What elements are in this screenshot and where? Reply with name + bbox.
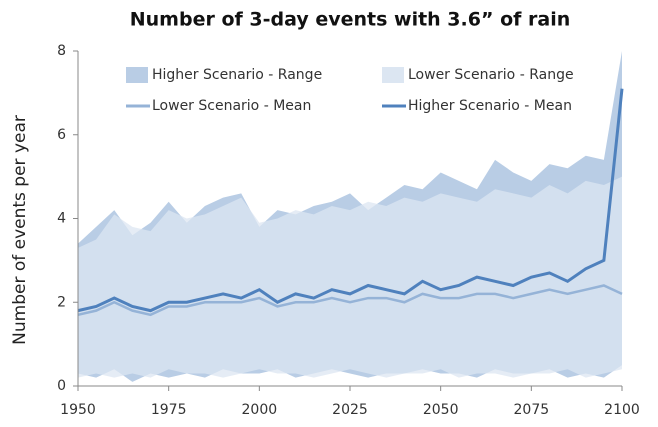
y-axis-label: Number of events per year xyxy=(10,115,30,345)
x-tick-label: 2025 xyxy=(332,402,368,418)
x-tick-label: 2100 xyxy=(604,402,640,418)
legend-label: Lower Scenario - Mean xyxy=(152,98,311,114)
legend-swatch xyxy=(382,67,404,83)
legend-label: Lower Scenario - Range xyxy=(408,67,574,83)
mean-line xyxy=(77,284,623,317)
y-tick-label: 6 xyxy=(57,127,66,143)
y-tick-label: 4 xyxy=(57,211,66,227)
legend-label: Higher Scenario - Mean xyxy=(408,98,572,114)
y-tick-label: 0 xyxy=(57,378,66,394)
y-tick-label: 8 xyxy=(57,43,66,59)
x-tick-label: 1950 xyxy=(60,402,96,418)
x-tick-label: 2000 xyxy=(242,402,278,418)
x-tick-label: 2075 xyxy=(514,402,550,418)
chart-title: Number of 3-day events with 3.6” of rain xyxy=(130,9,570,31)
y-tick-label: 2 xyxy=(57,294,66,310)
x-tick-label: 2050 xyxy=(423,402,459,418)
legend-label: Higher Scenario - Range xyxy=(152,67,322,83)
legend-swatch xyxy=(126,67,148,83)
range-area xyxy=(78,176,622,378)
x-tick-label: 1975 xyxy=(151,402,187,418)
mean-line xyxy=(77,88,624,313)
